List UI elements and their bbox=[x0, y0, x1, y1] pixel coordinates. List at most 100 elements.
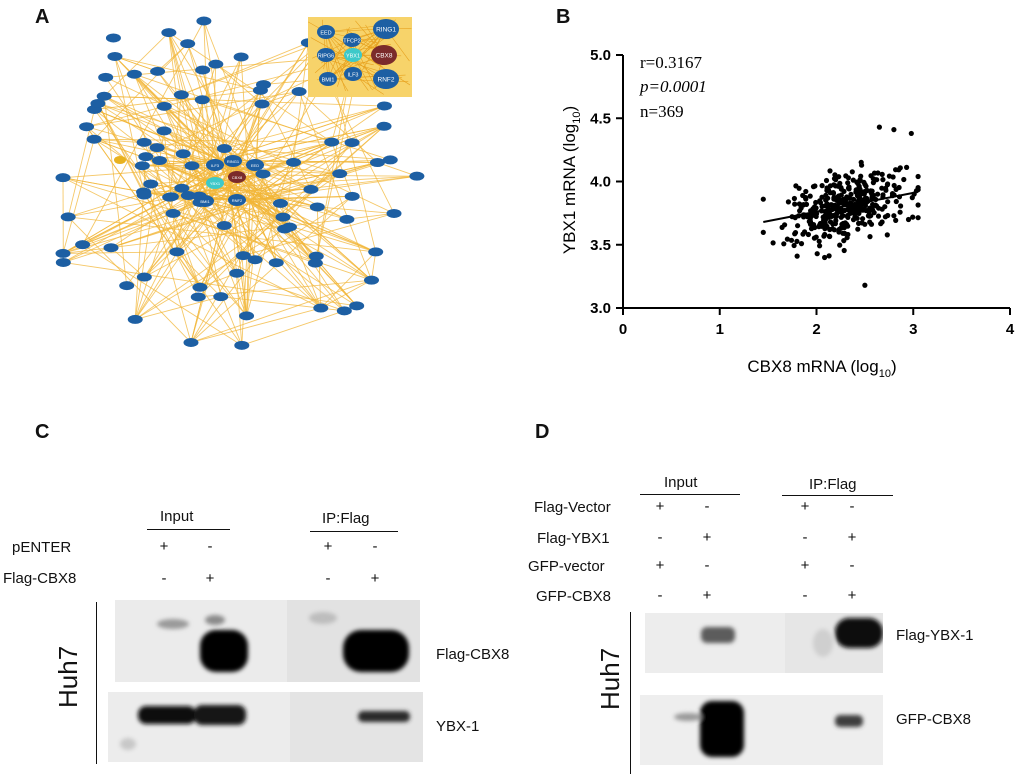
scatter-point bbox=[791, 242, 797, 249]
network-node bbox=[228, 171, 246, 183]
scatter-point bbox=[784, 236, 790, 242]
scatter-point bbox=[893, 198, 899, 205]
y-tick-label: 4.0 bbox=[590, 174, 611, 191]
row-label-gfp-cbx8: GFP-CBX8 bbox=[536, 588, 612, 605]
scatter-point bbox=[863, 183, 869, 189]
network-edge bbox=[62, 177, 322, 309]
network-node bbox=[272, 198, 288, 208]
network-node bbox=[216, 144, 232, 154]
y-tick-label: 5.0 bbox=[590, 47, 611, 64]
network-node bbox=[344, 191, 360, 201]
network-node bbox=[55, 248, 71, 258]
inset-node-label: RING1 bbox=[376, 27, 396, 34]
scatter-point bbox=[821, 233, 827, 239]
network-edge bbox=[204, 179, 322, 309]
scatter-point bbox=[823, 197, 829, 203]
scatter-point bbox=[833, 213, 839, 219]
x-tick-label: 0 bbox=[619, 321, 627, 338]
network-node bbox=[268, 258, 284, 268]
scatter-point bbox=[792, 201, 798, 207]
network-edge bbox=[249, 199, 372, 281]
scatter-point bbox=[837, 242, 843, 248]
network-edge bbox=[224, 148, 391, 161]
blot-label-flag-ybx1: Flag-YBX-1 bbox=[896, 627, 974, 644]
sign: - bbox=[325, 570, 331, 587]
network-edge bbox=[176, 99, 203, 252]
network-edge bbox=[62, 177, 225, 226]
network-edge bbox=[282, 216, 376, 253]
scatter-point bbox=[879, 219, 885, 225]
network-edge bbox=[145, 156, 372, 281]
inset-edge bbox=[351, 39, 377, 89]
scatter-point bbox=[807, 193, 813, 199]
network-edge bbox=[209, 40, 325, 201]
scatter-point bbox=[867, 234, 873, 240]
x-axis-label: CBX8 mRNA (log10) bbox=[747, 357, 896, 380]
scatter-point bbox=[913, 188, 920, 194]
network-node bbox=[234, 340, 250, 350]
inset-node bbox=[373, 19, 399, 39]
scatter-point bbox=[855, 190, 861, 196]
network-edge bbox=[204, 56, 242, 181]
network-node bbox=[180, 191, 196, 201]
network-node bbox=[149, 143, 165, 153]
scatter-point bbox=[827, 168, 833, 174]
network-node bbox=[107, 51, 123, 61]
scatter-point bbox=[860, 216, 866, 222]
interaction-network: CBX8 YBX1 RNF2 RING1 BMI1 ILF3 EED bbox=[55, 16, 425, 350]
network-edge bbox=[234, 103, 263, 166]
network-edge bbox=[199, 125, 385, 288]
input-header: Input bbox=[664, 474, 698, 491]
scatter-point bbox=[858, 159, 864, 165]
network-node bbox=[136, 137, 152, 147]
sign: + bbox=[847, 587, 857, 604]
network-node bbox=[55, 257, 71, 267]
network-node bbox=[79, 122, 95, 132]
network-edge bbox=[229, 175, 417, 188]
network-node bbox=[376, 101, 392, 111]
network-edge bbox=[86, 126, 201, 288]
scatter-point bbox=[870, 201, 876, 208]
sign: + bbox=[655, 498, 665, 515]
regression-line bbox=[763, 191, 914, 223]
network-node bbox=[60, 212, 76, 222]
scatter-point bbox=[836, 174, 842, 180]
scatter-point bbox=[879, 206, 885, 212]
network-edge bbox=[182, 40, 325, 155]
network-node bbox=[103, 243, 119, 253]
sign: - bbox=[802, 587, 808, 604]
scatter-point bbox=[779, 224, 785, 230]
network-node bbox=[386, 208, 402, 218]
scatter-point bbox=[814, 251, 820, 257]
sign: + bbox=[702, 529, 712, 546]
network-edge bbox=[198, 279, 372, 298]
scatter-point bbox=[910, 214, 916, 220]
network-node bbox=[275, 212, 291, 222]
network-edge bbox=[143, 141, 376, 253]
network-edge bbox=[168, 32, 206, 181]
network-edge bbox=[209, 42, 309, 201]
network-edge bbox=[241, 199, 251, 346]
network-node bbox=[313, 303, 329, 313]
network-edge bbox=[249, 125, 385, 201]
scatter-point bbox=[794, 238, 800, 244]
annotation-n: n=369 bbox=[640, 102, 684, 121]
network-node bbox=[336, 306, 352, 316]
scatter-point bbox=[826, 253, 832, 259]
network-edge bbox=[170, 56, 242, 197]
network-edge bbox=[114, 56, 158, 72]
inset-node bbox=[317, 48, 335, 62]
network-edge bbox=[219, 56, 242, 161]
network-node bbox=[96, 91, 112, 101]
network-edge bbox=[62, 159, 221, 254]
network-node bbox=[291, 87, 307, 97]
network-node bbox=[216, 221, 232, 231]
scatter-point bbox=[885, 199, 891, 205]
network-nodes bbox=[55, 16, 425, 350]
panel-label-d: D bbox=[535, 421, 550, 443]
sign: - bbox=[704, 498, 710, 515]
panel-label-c: C bbox=[35, 421, 50, 443]
network-node bbox=[138, 152, 154, 162]
scatter-point bbox=[858, 173, 864, 179]
network-edge bbox=[190, 186, 231, 343]
